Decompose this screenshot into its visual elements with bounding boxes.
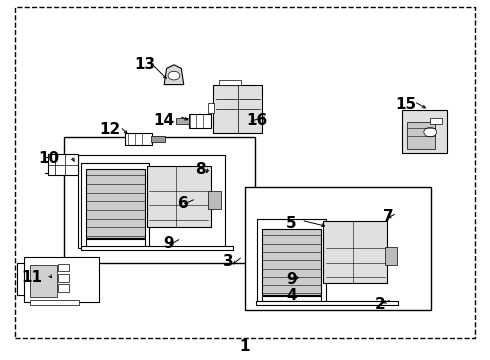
Bar [430,118,442,124]
Text: 9: 9 [164,235,174,251]
Bar [58,274,69,282]
Bar [189,114,211,128]
Text: 5: 5 [286,216,297,231]
Bar [262,296,321,301]
Bar [407,122,435,149]
Text: 10: 10 [38,151,60,166]
Text: 12: 12 [99,122,121,137]
Bar [24,257,99,302]
Text: 6: 6 [178,196,189,211]
Text: 14: 14 [153,113,175,128]
Bar [385,247,397,265]
Bar [30,300,79,305]
Text: 15: 15 [395,97,416,112]
Text: 8: 8 [196,162,206,177]
Circle shape [424,127,437,137]
Bar [86,169,145,238]
Polygon shape [64,137,255,263]
Text: 16: 16 [246,113,268,128]
Polygon shape [164,65,184,85]
FancyBboxPatch shape [213,85,262,133]
Text: 4: 4 [286,288,297,303]
Bar [208,191,220,209]
Bar [219,80,241,85]
Bar [48,154,78,175]
FancyBboxPatch shape [402,110,447,153]
Bar [257,219,326,303]
Circle shape [168,71,180,80]
Text: 1: 1 [240,339,250,354]
Text: 2: 2 [374,297,385,312]
Bar [81,163,149,249]
Bar [86,239,145,247]
Bar [58,284,69,292]
Bar [208,103,214,113]
Bar [78,155,225,248]
Text: 11: 11 [22,270,42,285]
Bar [30,265,57,297]
Bar [176,118,189,124]
Bar [125,133,152,145]
FancyBboxPatch shape [323,221,387,283]
Bar [256,301,398,305]
Text: 9: 9 [286,271,297,287]
Bar [262,229,321,295]
FancyBboxPatch shape [147,166,211,227]
Bar [151,136,165,142]
Text: 13: 13 [134,57,155,72]
Text: 3: 3 [222,253,233,269]
Bar [58,264,69,271]
Text: 7: 7 [383,208,394,224]
Polygon shape [245,187,431,310]
Bar [81,246,233,250]
